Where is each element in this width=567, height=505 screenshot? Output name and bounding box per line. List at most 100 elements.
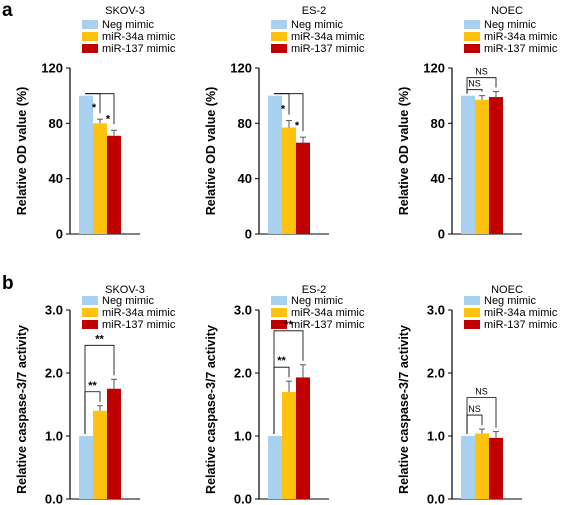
significance-label: * (92, 102, 97, 114)
legend-label: miR-34a mimic (484, 307, 558, 319)
significance-label: * (295, 120, 300, 132)
bar-3 (107, 388, 121, 499)
legend-swatch-3 (82, 44, 98, 53)
legend-swatch-2 (82, 32, 98, 41)
y-tick-label: 80 (431, 116, 445, 131)
y-tick-label: 0 (438, 227, 445, 242)
bar-1 (268, 95, 282, 235)
significance-label: ** (277, 355, 286, 367)
y-tick-label: 1.0 (45, 429, 63, 444)
legend-label: Neg mimic (291, 19, 343, 31)
chart-title: ES-2 (302, 5, 326, 17)
bar-2 (93, 410, 107, 499)
significance-bracket (85, 93, 115, 125)
bar-3 (489, 97, 503, 234)
legend-swatch-2 (464, 308, 480, 317)
bar-2 (93, 123, 107, 234)
y-tick-label: 120 (41, 61, 63, 76)
legend-swatch-3 (464, 320, 480, 329)
chart-title: NOEC (491, 284, 523, 296)
bar-2 (282, 127, 296, 234)
bar-1 (79, 95, 93, 235)
significance-bracket (466, 77, 497, 94)
legend-label: miR-137 mimic (102, 43, 176, 55)
bar-1 (79, 436, 93, 499)
legend-swatch-3 (271, 44, 287, 53)
y-tick-label: 120 (230, 61, 252, 76)
y-tick-label: 120 (423, 61, 445, 76)
y-tick-label: 80 (49, 116, 63, 131)
significance-label: NS (468, 404, 481, 414)
y-axis-label: Relative caspase-3/7 activity (15, 325, 29, 494)
legend-label: Neg mimic (484, 19, 536, 31)
y-tick-label: 0.0 (234, 492, 252, 505)
legend-label: miR-34a mimic (291, 31, 365, 43)
legend-label: Neg mimic (484, 295, 536, 307)
legend-swatch-2 (82, 308, 98, 317)
legend-swatch-2 (271, 32, 287, 41)
chart-title: SKOV-3 (105, 5, 145, 17)
bar-1 (268, 436, 282, 499)
legend-swatch-1 (271, 20, 287, 29)
panel-label-a: a (2, 0, 13, 21)
significance-label: NS (475, 67, 488, 77)
legend-label: miR-137 mimic (484, 319, 558, 331)
legend-label: Neg mimic (102, 295, 154, 307)
bar-1 (461, 436, 475, 499)
y-axis-label: Relative OD value (%) (15, 87, 29, 216)
significance-label: * (106, 113, 111, 125)
y-tick-label: 3.0 (45, 303, 63, 318)
panel-label-b: b (2, 273, 14, 294)
legend-label: miR-137 mimic (102, 319, 176, 331)
significance-label: ** (95, 333, 104, 345)
legend-swatch-3 (82, 320, 98, 329)
legend-label: miR-34a mimic (484, 31, 558, 43)
legend-swatch-2 (464, 32, 480, 41)
significance-label: NS (468, 79, 481, 89)
significance-bracket (84, 344, 115, 434)
legend-label: miR-34a mimic (102, 31, 176, 43)
y-tick-label: 0 (56, 227, 63, 242)
bar-2 (282, 391, 296, 499)
legend-label: miR-137 mimic (291, 319, 365, 331)
significance-label: NS (475, 387, 488, 397)
significance-bracket (466, 414, 483, 434)
y-tick-label: 40 (238, 171, 252, 186)
y-axis-label: Relative OD value (%) (204, 87, 218, 216)
chart-title: NOEC (491, 5, 523, 17)
y-tick-label: 2.0 (234, 366, 252, 381)
bar-1 (461, 95, 475, 235)
significance-label: ** (284, 319, 293, 331)
significance-bracket (466, 397, 497, 434)
bar-3 (489, 437, 503, 499)
y-tick-label: 80 (238, 116, 252, 131)
legend-swatch-1 (82, 296, 98, 305)
chart-title: ES-2 (302, 284, 326, 296)
y-tick-label: 0.0 (45, 492, 63, 505)
y-tick-label: 0 (245, 227, 252, 242)
y-tick-label: 3.0 (427, 303, 445, 318)
y-axis-label: Relative caspase-3/7 activity (397, 325, 411, 494)
legend-swatch-2 (271, 308, 287, 317)
legend-swatch-1 (271, 296, 287, 305)
bar-2 (475, 433, 489, 499)
bar-2 (475, 99, 489, 234)
significance-bracket (466, 89, 483, 94)
legend-swatch-3 (464, 44, 480, 53)
legend-label: miR-137 mimic (291, 43, 365, 55)
bar-3 (296, 377, 310, 499)
legend-label: Neg mimic (291, 295, 343, 307)
significance-label: ** (88, 380, 97, 392)
y-tick-label: 1.0 (234, 429, 252, 444)
legend-swatch-1 (82, 20, 98, 29)
y-tick-label: 3.0 (234, 303, 252, 318)
legend-label: miR-137 mimic (484, 43, 558, 55)
y-tick-label: 40 (49, 171, 63, 186)
